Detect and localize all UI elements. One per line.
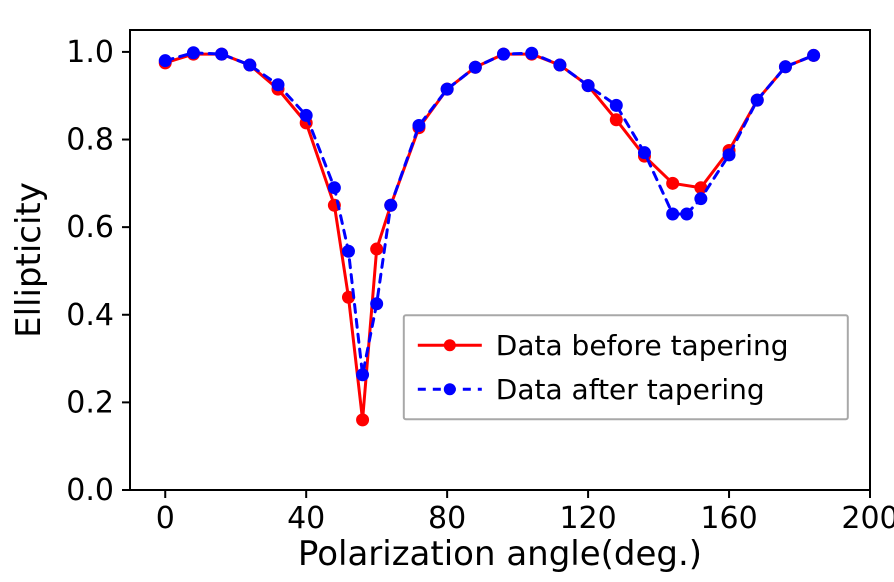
series-marker-1 xyxy=(357,369,369,381)
y-tick-label: 0.6 xyxy=(66,210,114,245)
series-marker-1 xyxy=(413,120,425,132)
chart-container: 0 40 80 120 160 200 0.0 0.2 0.4 0.6 0.8 1.0 Polariza… xyxy=(0,0,894,582)
series-marker-1 xyxy=(216,48,228,60)
legend-sample-marker-1 xyxy=(444,383,456,395)
series-marker-1 xyxy=(610,99,622,111)
series-marker-1 xyxy=(582,80,594,92)
series-marker-1 xyxy=(244,59,256,71)
series-marker-1 xyxy=(272,79,284,91)
y-tick-label: 0.8 xyxy=(66,123,114,158)
series-marker-1 xyxy=(385,199,397,211)
series-marker-1 xyxy=(159,55,171,67)
series-marker-0 xyxy=(371,243,383,255)
series-marker-1 xyxy=(469,61,481,73)
y-axis-label: Ellipticity xyxy=(9,182,49,338)
series-marker-0 xyxy=(667,177,679,189)
series-marker-1 xyxy=(300,109,312,121)
series-marker-1 xyxy=(667,208,679,220)
y-tick-label: 0.2 xyxy=(66,385,114,420)
series-marker-1 xyxy=(187,47,199,59)
series-marker-1 xyxy=(779,61,791,73)
y-tick-label: 0.0 xyxy=(66,473,114,508)
series-marker-1 xyxy=(328,182,340,194)
series-marker-1 xyxy=(808,49,820,61)
y-tick-label: 1.0 xyxy=(66,35,114,70)
series-marker-0 xyxy=(610,114,622,126)
series-marker-1 xyxy=(695,193,707,205)
y-tick-label: 0.4 xyxy=(66,298,114,333)
legend: Data before tapering Data after tapering xyxy=(404,315,848,419)
series-marker-1 xyxy=(371,298,383,310)
x-axis-label: Polarization angle(deg.) xyxy=(298,534,702,574)
legend-label-1: Data after tapering xyxy=(496,373,765,406)
series-marker-1 xyxy=(723,149,735,161)
series-marker-1 xyxy=(751,94,763,106)
x-tick-label: 80 xyxy=(428,501,466,536)
series-marker-1 xyxy=(441,83,453,95)
series-marker-1 xyxy=(554,59,566,71)
x-tick-label: 200 xyxy=(841,501,894,536)
series-marker-0 xyxy=(357,414,369,426)
x-tick-label: 160 xyxy=(700,501,757,536)
legend-label-0: Data before tapering xyxy=(496,329,789,362)
x-tick-label: 40 xyxy=(287,501,325,536)
chart-svg: 0 40 80 120 160 200 0.0 0.2 0.4 0.6 0.8 1.0 Polariza… xyxy=(0,0,894,582)
x-tick-label: 0 xyxy=(156,501,175,536)
legend-sample-marker-0 xyxy=(444,339,456,351)
series-marker-1 xyxy=(681,208,693,220)
series-marker-1 xyxy=(638,147,650,159)
series-marker-1 xyxy=(498,48,510,60)
series-marker-1 xyxy=(526,47,538,59)
series-marker-1 xyxy=(342,245,354,257)
x-tick-label: 120 xyxy=(559,501,616,536)
